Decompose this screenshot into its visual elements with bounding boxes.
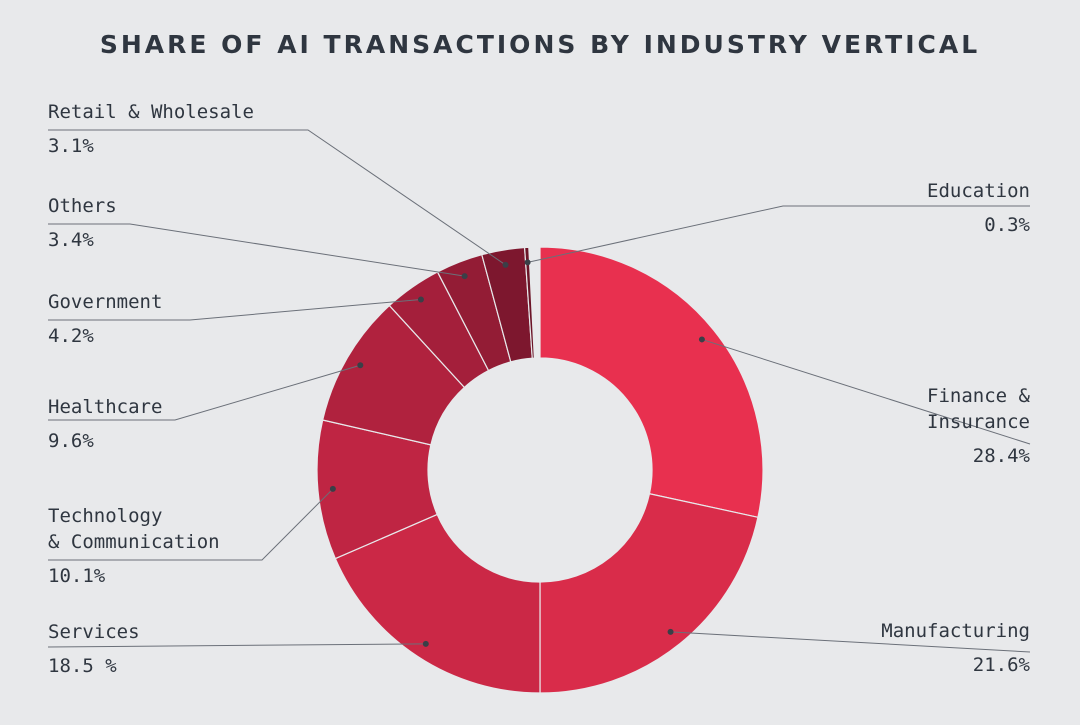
label-retail: Retail & Wholesale 3.1% [48, 101, 254, 157]
label-services: Services 18.5 % [48, 621, 140, 677]
leader-dot [667, 628, 674, 635]
label-manufacturing: Manufacturing 21.6% [881, 620, 1030, 676]
label-education: Education 0.3% [927, 180, 1030, 236]
leader-dot [357, 362, 364, 369]
slice-services [334, 513, 541, 694]
leader-line [47, 643, 426, 648]
label-others: Others 3.4% [48, 195, 117, 251]
leader-dot [524, 259, 531, 266]
leader-line [527, 205, 1030, 263]
leader-dot [417, 296, 424, 303]
slice-finance-insurance [539, 246, 764, 518]
leader-dot [422, 640, 429, 647]
label-technology: Technology & Communication 10.1% [48, 505, 220, 587]
label-finance: Finance & Insurance 28.4% [927, 385, 1030, 467]
label-healthcare: Healthcare 9.6% [48, 396, 163, 452]
leader-line [48, 298, 421, 321]
leader-line [48, 223, 465, 277]
leader-dot [698, 336, 705, 343]
leader-dot [329, 485, 336, 492]
leader-line [48, 488, 334, 561]
label-government: Government 4.2% [48, 291, 163, 347]
chart-title: SHARE OF AI TRANSACTIONS BY INDUSTRY VER… [99, 30, 981, 59]
leader-dot [502, 261, 509, 268]
leader-line [670, 631, 1031, 653]
slice-education [523, 246, 536, 359]
leader-line [48, 364, 361, 421]
leader-line [48, 129, 506, 266]
leader-line [701, 338, 1031, 445]
leader-dot [461, 273, 468, 280]
slice-manufacturing [539, 493, 759, 694]
